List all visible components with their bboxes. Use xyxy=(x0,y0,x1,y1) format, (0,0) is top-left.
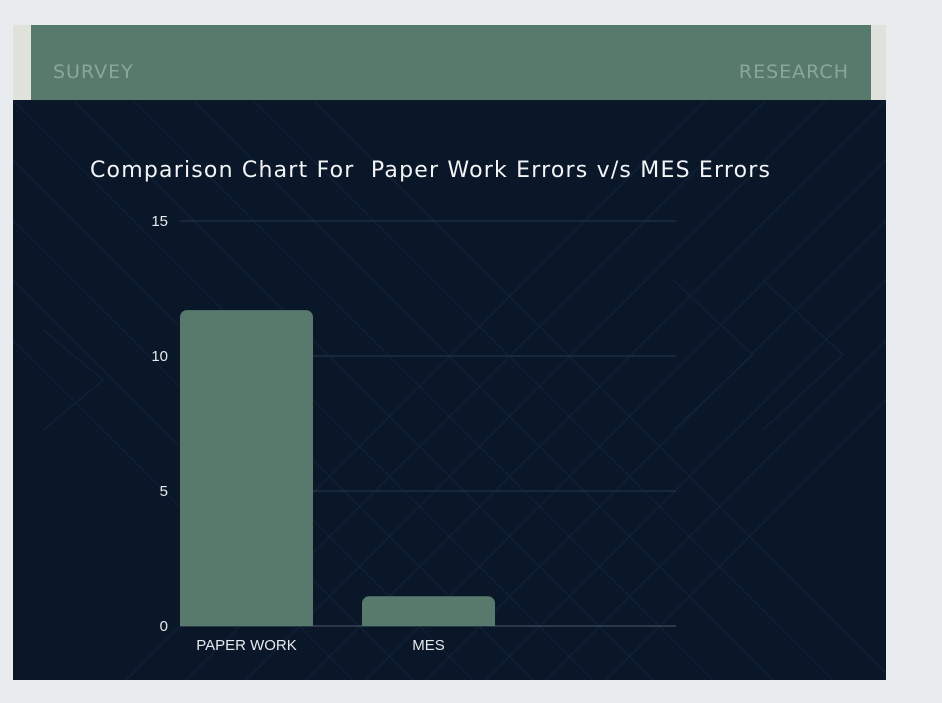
header-band xyxy=(31,25,871,100)
y-tick-label: 15 xyxy=(151,213,168,230)
bar-base xyxy=(180,618,313,626)
bar xyxy=(180,310,313,626)
y-tick-label: 0 xyxy=(160,618,168,635)
background-pattern xyxy=(13,100,886,680)
bar-base xyxy=(362,618,495,626)
y-tick-label: 10 xyxy=(151,348,168,365)
x-tick-label: MES xyxy=(412,637,445,654)
header-label-research: RESEARCH xyxy=(738,61,849,83)
y-tick-label: 5 xyxy=(160,483,168,500)
header-label-survey: SURVEY xyxy=(53,61,134,83)
x-tick-label: PAPER WORK xyxy=(196,637,297,654)
chart-title: Comparison Chart For Paper Work Errors v… xyxy=(90,158,772,183)
bar-chart: 0 5 10 15 PAPER WORK MES xyxy=(151,213,676,654)
slide: SURVEY RESEARCH Comparis xyxy=(13,25,886,680)
